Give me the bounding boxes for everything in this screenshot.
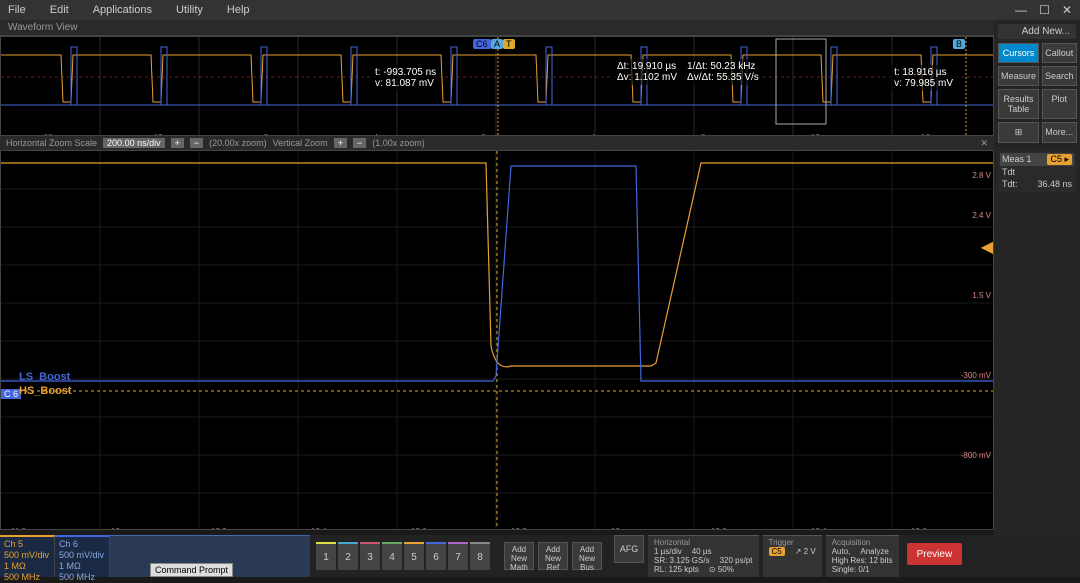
vz-note: (1.00x zoom) — [372, 138, 425, 148]
sidebar: Add New... CursorsCalloutMeasureSearchRe… — [994, 20, 1080, 550]
sidebar-btn-[interactable]: ⊞ — [998, 122, 1039, 143]
channel-btn-4[interactable]: 4 — [382, 542, 402, 570]
channel-btn-3[interactable]: 3 — [360, 542, 380, 570]
add-btn-add-new-bus[interactable]: AddNewBus — [572, 542, 602, 570]
taskbar: Command Prompt — [110, 535, 310, 577]
badge-c6: C6 — [473, 39, 491, 49]
acquisition-info[interactable]: Acquisition Auto,Analyze High Res: 12 bi… — [826, 535, 899, 577]
hs-boost-label: HS_Boost — [19, 385, 72, 397]
sidebar-btn-measure[interactable]: Measure — [998, 66, 1039, 86]
cursor-a-readout: t: -993.705 nsv: 81.087 mV — [371, 65, 440, 91]
horizontal-info[interactable]: Horizontal 1 µs/div40 µs SR: 3.125 GS/s3… — [648, 535, 759, 577]
channel-btn-6[interactable]: 6 — [426, 542, 446, 570]
menu-applications[interactable]: Applications — [93, 4, 152, 16]
menu-utility[interactable]: Utility — [176, 4, 203, 16]
badge-t[interactable]: T — [503, 39, 515, 49]
hz-plus-icon[interactable]: + — [171, 138, 184, 148]
menu-bar: File Edit Applications Utility Help — ☐ … — [0, 0, 1080, 20]
ls-boost-label: LS_Boost — [19, 371, 70, 383]
maximize-icon[interactable]: ☐ — [1039, 3, 1050, 17]
add-btn-add-new-ref[interactable]: AddNewRef — [538, 542, 568, 570]
channel-btn-2[interactable]: 2 — [338, 542, 358, 570]
sidebar-btn-more[interactable]: More... — [1042, 122, 1077, 143]
afg-button[interactable]: AFG — [614, 535, 644, 563]
minimize-icon[interactable]: — — [1015, 3, 1027, 17]
trigger-arrow-icon[interactable]: ◀ — [981, 237, 993, 257]
close-icon[interactable]: ✕ — [1062, 3, 1072, 17]
menu-edit[interactable]: Edit — [50, 4, 69, 16]
hz-note: (20.00x zoom) — [209, 138, 267, 148]
sidebar-btn-plot[interactable]: Plot — [1042, 89, 1077, 119]
cursor-delta-readout: Δt: 19.910 µsΔv: 1.102 mV 1/Δt: 50.23 kH… — [613, 59, 763, 85]
vz-minus-icon[interactable]: − — [353, 138, 366, 148]
hz-label: Horizontal Zoom Scale — [6, 138, 97, 148]
menu-file[interactable]: File — [8, 4, 26, 16]
sidebar-btn-callout[interactable]: Callout — [1042, 43, 1077, 63]
channel-btn-5[interactable]: 5 — [404, 542, 424, 570]
trigger-info[interactable]: Trigger C5↗ 2 V — [763, 535, 822, 577]
hz-value[interactable]: 200.00 ns/div — [103, 138, 165, 148]
vz-label: Vertical Zoom — [273, 138, 328, 148]
add-btn-add-new-math[interactable]: AddNewMath — [504, 542, 534, 570]
command-prompt-taskbar-button[interactable]: Command Prompt — [150, 563, 233, 577]
channel-btn-1[interactable]: 1 — [316, 542, 336, 570]
cursor-b-readout: t: 18.916 µsv: 79.985 mV — [890, 65, 957, 91]
badge-a[interactable]: A — [491, 39, 503, 49]
channel-btn-7[interactable]: 7 — [448, 542, 468, 570]
overview-waveform[interactable]: C6 A T B t: -993.705 nsv: 81.087 mV Δt: … — [0, 36, 994, 136]
ch6-ground-marker[interactable]: C 6 — [1, 389, 21, 399]
channel-5-info[interactable]: Ch 5500 mV/div 1 MΩ500 MHz — [0, 535, 55, 577]
channel-btn-8[interactable]: 8 — [470, 542, 490, 570]
sidebar-btn-search[interactable]: Search — [1042, 66, 1077, 86]
sidebar-btn-resultstable[interactable]: Results Table — [998, 89, 1039, 119]
zoom-waveform[interactable]: C 6 LS_Boost HS_Boost 11.8 µs12 µs12.2 µ… — [0, 150, 994, 530]
badge-b[interactable]: B — [953, 39, 965, 49]
zoom-close-icon[interactable]: ✕ — [980, 138, 988, 149]
waveform-view-title: Waveform View — [0, 20, 1080, 36]
channel-6-info[interactable]: Ch 6500 mV/div 1 MΩ500 MHz — [55, 535, 110, 577]
add-new-header: Add New... — [998, 24, 1076, 39]
zoom-control-bar: Horizontal Zoom Scale 200.00 ns/div + − … — [0, 136, 994, 150]
menu-help[interactable]: Help — [227, 4, 250, 16]
hz-minus-icon[interactable]: − — [190, 138, 203, 148]
measurement-panel[interactable]: Meas 1C5 ▸ Tdt Tdt:36.48 ns — [998, 151, 1076, 192]
preview-button[interactable]: Preview — [907, 543, 963, 565]
sidebar-btn-cursors[interactable]: Cursors — [998, 43, 1039, 63]
vz-plus-icon[interactable]: + — [334, 138, 347, 148]
bottom-bar: Ch 5500 mV/div 1 MΩ500 MHz Ch 6500 mV/di… — [0, 535, 1080, 577]
